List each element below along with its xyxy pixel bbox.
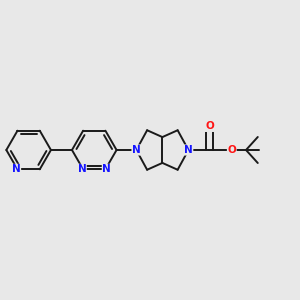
Text: N: N [132, 145, 141, 155]
Text: O: O [227, 145, 236, 155]
Text: N: N [102, 164, 111, 174]
Text: N: N [184, 145, 193, 155]
Text: N: N [12, 164, 21, 174]
Text: O: O [205, 122, 214, 131]
Text: N: N [77, 164, 86, 174]
